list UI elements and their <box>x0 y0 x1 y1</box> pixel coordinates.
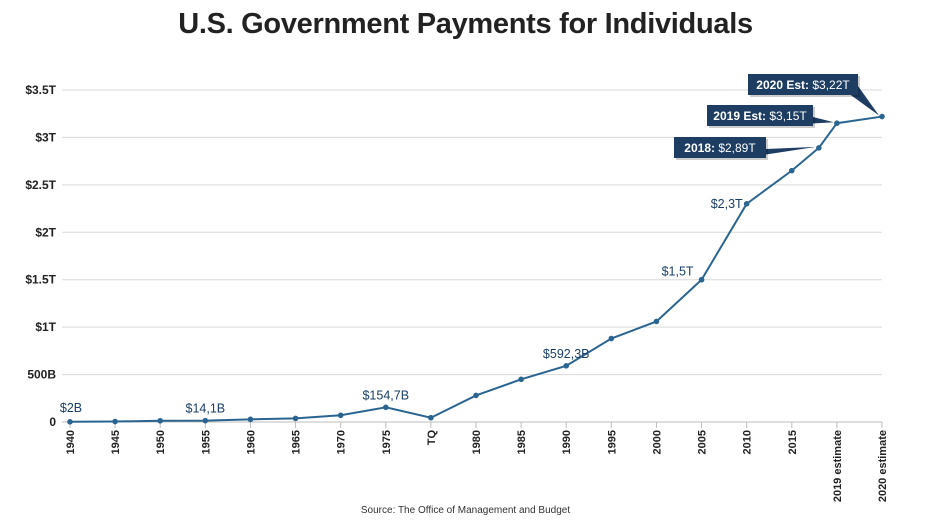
x-tick-label: 2020 estimate <box>877 430 889 502</box>
x-tick-label: 1965 <box>291 430 303 454</box>
data-point <box>653 318 660 325</box>
data-point <box>608 335 615 342</box>
y-tick-label: $3T <box>35 130 56 144</box>
y-tick-label: $2.5T <box>25 178 56 192</box>
data-label: $592,3B <box>543 347 590 361</box>
data-point <box>473 392 479 399</box>
callout-label: 2020 Est: $3,22T <box>756 78 850 92</box>
data-point <box>112 418 118 425</box>
data-point <box>67 419 73 425</box>
x-tick-label: 2000 <box>651 430 663 454</box>
data-point <box>292 415 299 422</box>
x-tick-label: 1960 <box>245 430 257 454</box>
y-tick-label: $3.5T <box>25 83 56 97</box>
callout: 2019 Est: $3,15T <box>707 105 834 128</box>
series-line <box>69 115 883 423</box>
callout-label-value: $2,89T <box>718 141 756 155</box>
data-point <box>382 404 389 411</box>
data-point <box>563 363 570 369</box>
callout-box <box>674 137 766 158</box>
data-point <box>816 145 822 151</box>
callout-labels: 2018: $2,89T 2019 Est: $3,15T 2020 Est: $3… <box>674 74 879 160</box>
data-label: $14,1B <box>186 402 226 416</box>
data-label: $154,7B <box>362 388 409 402</box>
x-tick-label: 1945 <box>110 430 122 454</box>
x-tick-label: 1975 <box>381 430 393 454</box>
callout-label-bold: 2018: <box>684 141 718 155</box>
x-axis-ticks: 1940 1945 1950 1955 1960 1965 1970 1975 TQ 1980 19… <box>65 422 889 502</box>
data-point <box>337 412 344 419</box>
callout-box <box>748 74 858 95</box>
callout-pointer <box>756 146 816 156</box>
y-tick-label: 500B <box>27 368 56 382</box>
data-point <box>834 120 840 126</box>
x-tick-label: 2005 <box>697 430 709 454</box>
data-point <box>202 417 209 424</box>
y-tick-label: $2T <box>35 225 56 239</box>
callout-label-bold: 2019 Est: <box>713 109 769 123</box>
x-tick-label: 1990 <box>561 430 573 454</box>
data-point <box>247 416 254 423</box>
data-point <box>518 376 524 383</box>
y-tick-label: 0 <box>49 415 56 429</box>
callout: 2018: $2,89T <box>674 137 816 160</box>
x-tick-label: 2019 estimate <box>832 430 844 502</box>
x-tick-label: 1955 <box>200 430 212 454</box>
x-tick-label: 2010 <box>742 430 754 454</box>
data-point <box>157 417 164 424</box>
y-tick-label: $1.5T <box>25 273 56 287</box>
callout-box <box>707 105 813 126</box>
data-point <box>788 167 795 174</box>
data-labels: $2B $14,1B $154,7B $592,3B $1,5T $2,3T <box>60 197 743 416</box>
chart-title: U.S. Government Payments for Individuals <box>178 8 753 40</box>
x-tick-label: 1980 <box>471 430 483 454</box>
data-points <box>67 113 885 425</box>
data-label: $2,3T <box>711 197 743 211</box>
data-point <box>428 414 434 421</box>
data-point <box>879 113 885 120</box>
callout-label-bold: 2020 Est: <box>756 78 812 92</box>
y-axis-ticks: 0 500B $1T $1.5T $2T $2.5T $3T $3.5T <box>25 83 56 429</box>
data-label: $1,5T <box>662 265 694 279</box>
callout-label-value: $3,22T <box>812 78 850 92</box>
data-point <box>743 201 750 207</box>
callout-label: 2018: $2,89T <box>684 141 756 155</box>
callout: 2020 Est: $3,22T <box>748 74 879 116</box>
callout-label: 2019 Est: $3,15T <box>713 109 807 123</box>
data-point <box>698 276 705 283</box>
x-tick-label: 1995 <box>606 430 618 454</box>
source-note: Source: The Office of Management and Bud… <box>360 505 571 516</box>
x-tick-label: 1985 <box>516 430 528 454</box>
x-tick-label: TQ <box>426 430 438 446</box>
y-tick-label: $1T <box>35 320 56 334</box>
x-tick-label: 1940 <box>65 430 77 454</box>
x-tick-label: 2015 <box>787 430 799 454</box>
data-label: $2B <box>60 401 82 415</box>
x-tick-label: 1950 <box>155 430 167 454</box>
callout-label-value: $3,15T <box>769 109 807 123</box>
x-tick-label: 1970 <box>336 430 348 454</box>
